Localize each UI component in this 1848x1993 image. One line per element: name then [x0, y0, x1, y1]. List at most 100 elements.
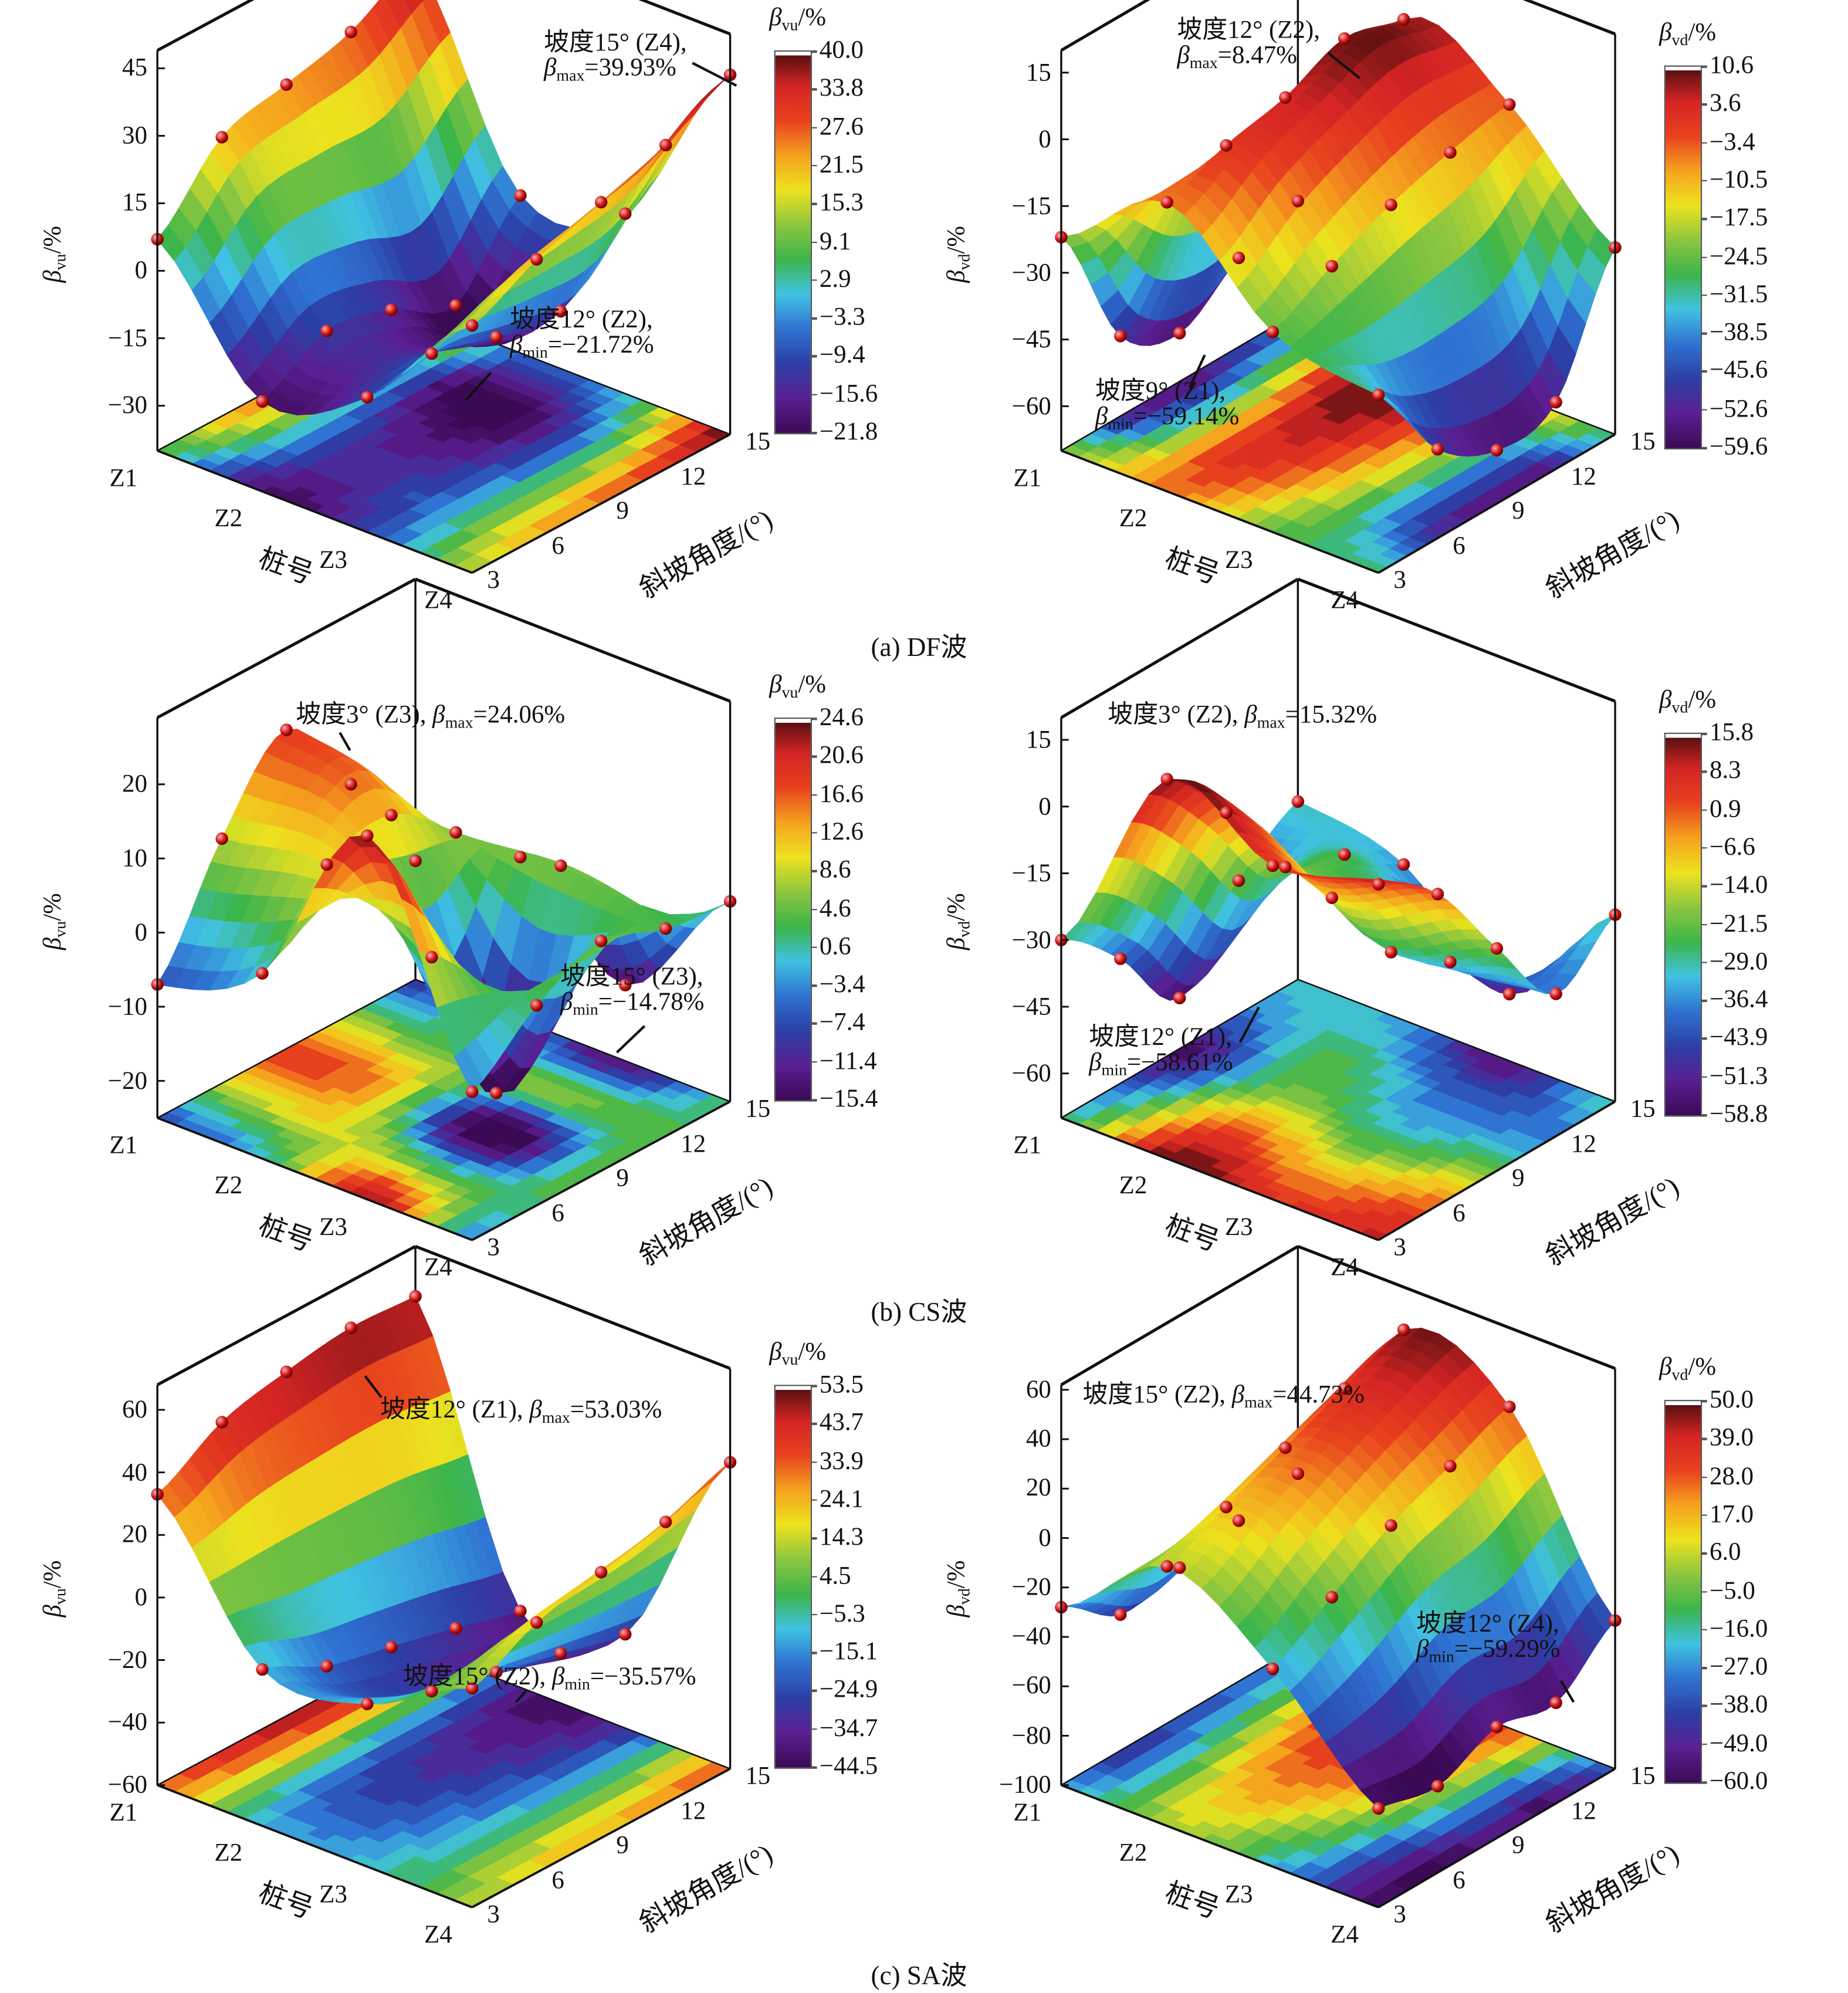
z-axis-label: βvu/% — [40, 871, 73, 972]
annotation-sub: max — [1190, 53, 1218, 72]
data-point — [466, 1085, 478, 1098]
surface — [157, 1297, 730, 1704]
annotation-sub: min — [1108, 414, 1133, 433]
colorbar-tick-label: 14.3 — [820, 1525, 864, 1550]
colorbar-title-sub: vu — [781, 1349, 798, 1368]
data-point — [466, 319, 478, 331]
max-annotation: 坡度15° (Z4),βmax=39.93% — [544, 30, 687, 88]
colorbar-tick-mark — [811, 1728, 817, 1730]
colorbar-title: βvd/% — [1659, 688, 1716, 720]
z-tick-label: −15 — [108, 326, 147, 351]
annotation-sub: min — [573, 1000, 598, 1019]
floor-contour-map — [1061, 979, 1615, 1240]
data-point — [659, 1515, 672, 1528]
data-point — [425, 951, 438, 963]
z-label-unit: /% — [39, 1561, 67, 1589]
data-point — [1444, 146, 1456, 158]
data-point — [1385, 946, 1397, 958]
colorbar-tick-label: −15.4 — [820, 1087, 878, 1112]
data-point — [385, 1641, 397, 1653]
slope-tick-label: 3 — [487, 1902, 499, 1927]
colorbar-tick-mark — [811, 241, 817, 243]
data-point — [1220, 806, 1232, 818]
annotation-value: =53.03% — [570, 1396, 662, 1424]
colorbar-tick-label: −15.1 — [820, 1639, 878, 1664]
colorbar-tick-label: −14.0 — [1710, 872, 1768, 898]
colorbar-tick-label: 2.9 — [820, 266, 851, 292]
z-tick-label: 15 — [1026, 728, 1051, 753]
colorbar-tick-mark — [811, 870, 817, 872]
annotation-symbol: β — [1244, 701, 1257, 729]
min-annotation: 坡度15° (Z3),βmin=−14.78% — [560, 965, 705, 1023]
colorbar-tick-mark — [811, 317, 817, 319]
colorbar-tick-mark — [1701, 1114, 1707, 1116]
colorbar-tick-label: −34.7 — [820, 1715, 878, 1741]
z-tick-label: −30 — [1012, 928, 1051, 953]
min-annotation: 坡度9° (Z1),βmin=−59.14% — [1095, 379, 1240, 437]
colorbar — [774, 50, 812, 434]
data-point — [449, 1622, 462, 1634]
annotation-sub: max — [542, 1407, 570, 1426]
z-label-symbol: β — [943, 938, 970, 950]
pile-tick-label: Z1 — [1013, 466, 1041, 491]
slope-tick-label: 9 — [616, 1833, 628, 1858]
pile-tick-label: Z2 — [1119, 1174, 1148, 1199]
z-tick-label: −30 — [1012, 260, 1051, 285]
annotation-location: 坡度15° (Z2), — [403, 1663, 552, 1691]
colorbar-title-symbol: β — [1659, 686, 1671, 713]
colorbar — [1664, 733, 1702, 1116]
z-tick-label: −15 — [1012, 194, 1051, 219]
slope-tick-label: 9 — [1512, 1166, 1524, 1191]
z-tick-label: 15 — [122, 191, 147, 216]
z-tick-label: 45 — [122, 56, 147, 81]
colorbar-tick-mark — [811, 1023, 817, 1024]
data-point — [530, 253, 543, 265]
data-point — [1326, 260, 1338, 272]
annotation-symbol: β — [544, 54, 556, 82]
slope-tick-label: 6 — [551, 1867, 564, 1893]
colorbar-tick-label: −51.3 — [1710, 1064, 1768, 1089]
min-annotation: 坡度12° (Z1),βmin=−58.61% — [1089, 1025, 1233, 1083]
annotation-sub: max — [1257, 713, 1285, 732]
data-point — [320, 1660, 333, 1672]
annotation-symbol: β — [510, 331, 522, 358]
colorbar-tick-label: 20.6 — [820, 743, 864, 769]
colorbar-tick-mark — [1701, 885, 1707, 887]
colorbar-tick-label: −38.5 — [1710, 320, 1768, 345]
annotation-value: =−58.61% — [1127, 1048, 1233, 1076]
colorbar-title-unit: /% — [798, 1338, 826, 1366]
annotation-location: 坡度15° (Z4), — [544, 29, 687, 56]
z-tick-label: −60 — [1012, 394, 1051, 419]
colorbar-title: βvu/% — [769, 1339, 826, 1372]
colorbar-tick-label: 24.1 — [820, 1487, 864, 1512]
data-point — [280, 78, 292, 90]
colorbar-tick-label: −29.0 — [1710, 949, 1768, 974]
z-label-symbol: β — [943, 270, 970, 283]
colorbar-tick-mark — [811, 1537, 817, 1539]
z-tick-label: 0 — [1038, 127, 1051, 152]
slope-tick-label: 6 — [1453, 533, 1465, 559]
data-point — [1160, 196, 1173, 208]
colorbar-tick-label: −44.5 — [820, 1754, 878, 1779]
colorbar-tick-mark — [811, 394, 817, 395]
z-tick-label: 20 — [122, 772, 147, 797]
colorbar-title-symbol: β — [769, 1338, 781, 1366]
data-point — [530, 1616, 543, 1629]
data-point — [1491, 444, 1503, 456]
colorbar-tick-label: 4.6 — [820, 896, 851, 921]
colorbar-tick-label: 16.6 — [820, 781, 864, 807]
colorbar-tick-label: 27.6 — [820, 114, 864, 139]
annotation-sub: max — [556, 66, 584, 84]
annotation-sub: max — [445, 713, 473, 732]
z-label-sub: vu — [50, 1588, 69, 1605]
pile-tick-label: Z1 — [110, 1800, 138, 1825]
annotation-value: =39.93% — [584, 54, 676, 82]
data-point — [1173, 992, 1186, 1004]
data-point — [449, 826, 462, 838]
slope-tick-label: 9 — [1512, 499, 1524, 524]
axis-top-right-edge — [1298, 0, 1615, 34]
colorbar-tick-label: 4.5 — [820, 1563, 851, 1588]
z-tick-label: −30 — [108, 393, 147, 418]
